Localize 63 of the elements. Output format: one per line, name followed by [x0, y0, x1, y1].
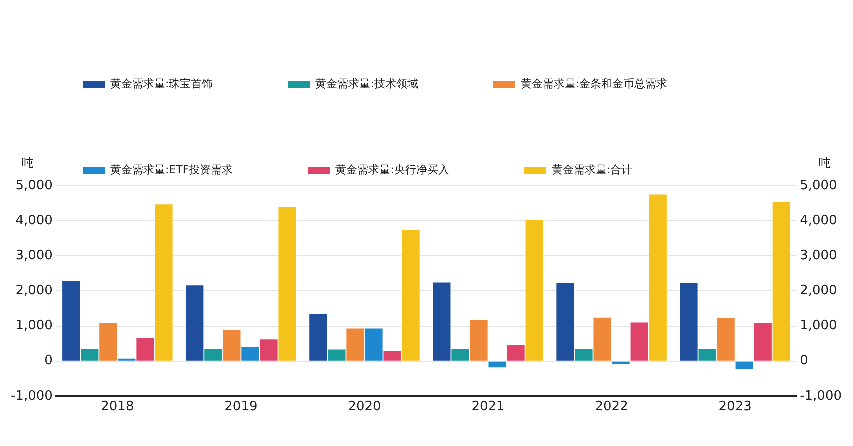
x-tick-label: 2019: [224, 400, 258, 415]
x-tick-label: 2018: [101, 400, 134, 415]
y2-tick-label: -1,000: [800, 388, 842, 404]
y2-tick-label: 2,000: [800, 284, 838, 299]
y2-tick-label: 4,000: [800, 213, 838, 228]
bar: [204, 349, 222, 361]
legend-label: 黄金需求量:ETF投资需求: [110, 163, 234, 176]
legend-label: 黄金需求量:珠宝首饰: [110, 77, 214, 90]
bar: [433, 282, 451, 361]
x-tick-label: 2020: [348, 400, 382, 415]
bar: [630, 322, 648, 361]
bar: [402, 230, 420, 361]
bar: [186, 286, 204, 361]
bar: [81, 349, 99, 361]
bar: [223, 330, 241, 361]
x-tick-label: 2021: [472, 400, 505, 415]
bar: [754, 323, 772, 361]
bar: [155, 204, 173, 361]
y-tick-label: 2,000: [16, 284, 53, 299]
x-tick-label: 2022: [595, 400, 628, 415]
bar: [310, 314, 328, 361]
y-tick-label: -1,000: [10, 388, 53, 404]
y2-tick-label: 0: [800, 354, 808, 369]
legend-label: 黄金需求量:技术领域: [316, 77, 418, 90]
bar: [452, 349, 470, 361]
y2-tick-label: 1,000: [800, 318, 838, 334]
y2-axis-title: 吨: [819, 156, 831, 170]
legend-label: 黄金需求量:金条和金币总需求: [520, 77, 668, 90]
bar: [470, 320, 488, 361]
bar: [384, 351, 402, 361]
bar: [736, 362, 754, 370]
legend-label: 黄金需求量:合计: [552, 163, 633, 176]
bar: [772, 202, 790, 361]
bar: [260, 340, 278, 361]
bar: [575, 349, 593, 361]
bar: [698, 349, 716, 361]
y2-tick-label: 5,000: [800, 178, 838, 194]
y2-tick-label: 3,000: [800, 248, 838, 264]
bar: [612, 362, 630, 364]
bar: [242, 346, 260, 361]
bar: [365, 328, 383, 361]
bar: [328, 350, 346, 361]
y-tick-label: 0: [44, 354, 53, 369]
bar: [507, 345, 525, 361]
bar: [594, 318, 612, 361]
y-tick-label: 4,000: [16, 213, 53, 228]
bar: [526, 220, 544, 361]
bar: [62, 281, 80, 361]
legend-label: 黄金需求量:央行净买入: [336, 163, 450, 176]
bar: [346, 328, 364, 361]
y-tick-label: 1,000: [16, 318, 53, 334]
bar: [136, 338, 154, 361]
x-tick-label: 2023: [718, 400, 752, 415]
bar: [649, 194, 667, 361]
bar: [488, 362, 506, 368]
bar: [680, 283, 698, 361]
bar: [278, 207, 296, 361]
y-axis-title: 吨: [22, 156, 34, 170]
bar: [100, 323, 118, 361]
y-tick-label: 3,000: [16, 248, 53, 264]
bar: [556, 283, 574, 361]
bar: [717, 318, 735, 361]
y-tick-label: 5,000: [16, 178, 53, 194]
